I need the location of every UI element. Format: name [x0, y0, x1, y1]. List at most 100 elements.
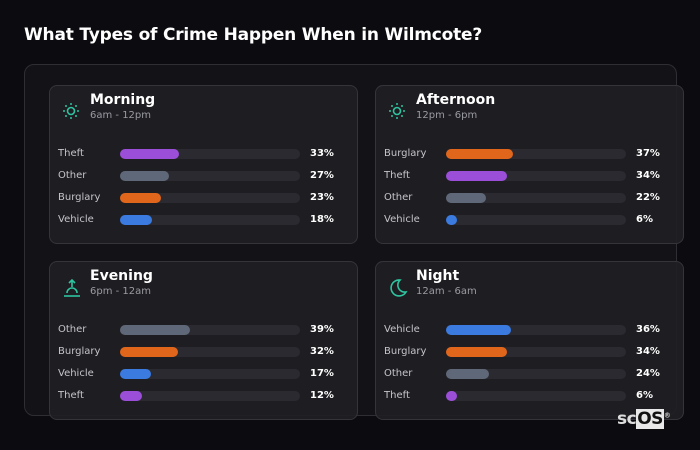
bar-fill [446, 149, 513, 159]
crime-percentage: 17% [310, 368, 334, 379]
bar-track [120, 347, 300, 357]
bar-fill [446, 391, 457, 401]
crime-row: Theft 6% [384, 389, 674, 403]
card-title: Night [416, 268, 460, 284]
card-title: Afternoon [416, 92, 496, 108]
bar-track [446, 149, 626, 159]
bar-fill [120, 149, 180, 159]
crime-label: Burglary [384, 346, 427, 357]
card-time-range: 12pm - 6pm [416, 110, 478, 121]
crime-row: Theft 12% [58, 389, 348, 403]
crime-percentage: 18% [310, 214, 334, 225]
page-title: What Types of Crime Happen When in Wilmc… [24, 25, 483, 45]
card-time-range: 12am - 6am [416, 286, 477, 297]
bar-track [120, 391, 300, 401]
crime-percentage: 36% [636, 324, 660, 335]
scos-logo: scOS® [617, 409, 671, 429]
crime-label: Theft [58, 148, 84, 159]
logo-os: OS [636, 409, 664, 429]
bar-track [446, 325, 626, 335]
card-title: Morning [90, 92, 156, 108]
card-evening: Evening 6pm - 12am Other 39% Burglary 32… [49, 261, 358, 420]
bar-track [120, 171, 300, 181]
crime-label: Vehicle [58, 214, 94, 225]
bar-fill [120, 369, 151, 379]
crime-percentage: 34% [636, 170, 660, 181]
crime-row: Other 39% [58, 323, 348, 337]
crime-label: Theft [384, 390, 410, 401]
crime-row: Theft 34% [384, 169, 674, 183]
bar-fill [446, 347, 508, 357]
crime-percentage: 12% [310, 390, 334, 401]
bar-fill [120, 193, 162, 203]
card-afternoon: Afternoon 12pm - 6pm Burglary 37% Theft … [375, 85, 684, 244]
crime-row: Vehicle 17% [58, 367, 348, 381]
crime-percentage: 37% [636, 148, 660, 159]
card-time-range: 6am - 12pm [90, 110, 152, 121]
crime-percentage: 33% [310, 148, 334, 159]
crime-row: Burglary 34% [384, 345, 674, 359]
bar-track [120, 215, 300, 225]
bar-fill [446, 369, 490, 379]
bar-fill [446, 171, 508, 181]
sun-icon [388, 102, 406, 120]
card-time-range: 6pm - 12am [90, 286, 152, 297]
crime-row: Burglary 32% [58, 345, 348, 359]
bar-track [446, 171, 626, 181]
crime-row: Theft 33% [58, 147, 348, 161]
crime-label: Vehicle [58, 368, 94, 379]
crime-percentage: 24% [636, 368, 660, 379]
logo-sc: sc [617, 409, 637, 429]
crime-label: Burglary [58, 346, 101, 357]
bar-track [446, 391, 626, 401]
crime-label: Theft [384, 170, 410, 181]
bar-fill [446, 193, 486, 203]
bar-track [120, 193, 300, 203]
bar-fill [446, 215, 457, 225]
bar-fill [120, 325, 191, 335]
crime-label: Other [58, 324, 87, 335]
bar-track [120, 369, 300, 379]
crime-row: Other 24% [384, 367, 674, 381]
crime-percentage: 27% [310, 170, 334, 181]
crime-percentage: 39% [310, 324, 334, 335]
crime-label: Theft [58, 390, 84, 401]
sun-icon [62, 102, 80, 120]
bar-track [446, 369, 626, 379]
bar-track [446, 347, 626, 357]
card-title: Evening [90, 268, 153, 284]
crime-row: Vehicle 36% [384, 323, 674, 337]
crime-row: Burglary 23% [58, 191, 348, 205]
bar-fill [120, 347, 178, 357]
crime-row: Other 27% [58, 169, 348, 183]
bar-track [120, 325, 300, 335]
bar-fill [120, 215, 153, 225]
crime-row: Burglary 37% [384, 147, 674, 161]
moon-icon [388, 278, 408, 297]
card-night: Night 12am - 6am Vehicle 36% Burglary 34… [375, 261, 684, 420]
crime-percentage: 6% [636, 214, 653, 225]
crime-label: Other [384, 192, 413, 203]
bar-fill [120, 391, 142, 401]
crime-row: Other 22% [384, 191, 674, 205]
crime-row: Vehicle 18% [58, 213, 348, 227]
bar-fill [446, 325, 511, 335]
crime-percentage: 6% [636, 390, 653, 401]
bar-track [446, 193, 626, 203]
crime-percentage: 23% [310, 192, 334, 203]
crime-percentage: 22% [636, 192, 660, 203]
crime-percentage: 32% [310, 346, 334, 357]
crime-percentage: 34% [636, 346, 660, 357]
sunset-icon [62, 278, 80, 297]
crime-label: Vehicle [384, 214, 420, 225]
bar-track [446, 215, 626, 225]
logo-registered: ® [663, 411, 671, 420]
bar-fill [120, 171, 169, 181]
crime-row: Vehicle 6% [384, 213, 674, 227]
crime-label: Other [384, 368, 413, 379]
crime-label: Burglary [384, 148, 427, 159]
crime-label: Other [58, 170, 87, 181]
crime-label: Vehicle [384, 324, 420, 335]
card-morning: Morning 6am - 12pm Theft 33% Other 27% B… [49, 85, 358, 244]
crime-label: Burglary [58, 192, 101, 203]
